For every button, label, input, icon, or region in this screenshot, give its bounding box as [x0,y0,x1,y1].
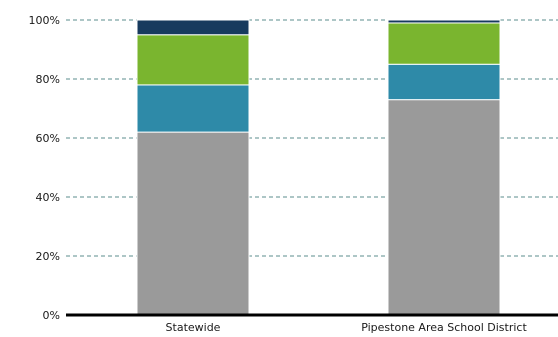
y-tick-label: 60% [36,132,60,145]
bar-segment [387,63,501,101]
y-tick-label: 100% [29,14,60,27]
bar-segment [387,22,501,65]
y-tick-label: 40% [36,191,60,204]
y-tick-label: 20% [36,250,60,263]
bar-segment [136,84,250,133]
bars [136,19,501,316]
bar-segment [136,131,250,316]
bar-segment [387,99,501,316]
bar-segment [136,19,250,36]
y-tick-label: 80% [36,73,60,86]
x-category-label: Pipestone Area School District [361,321,527,334]
gridlines [66,19,558,257]
bar-segment [387,19,501,24]
x-category-label: Statewide [166,321,221,334]
y-axis-tick-labels: 0% 20% 40% 60% 80% 100% [29,14,60,322]
x-axis-category-labels: Statewide Pipestone Area School District [166,321,528,334]
y-tick-label: 0% [43,309,60,322]
bar-segment [136,34,250,86]
